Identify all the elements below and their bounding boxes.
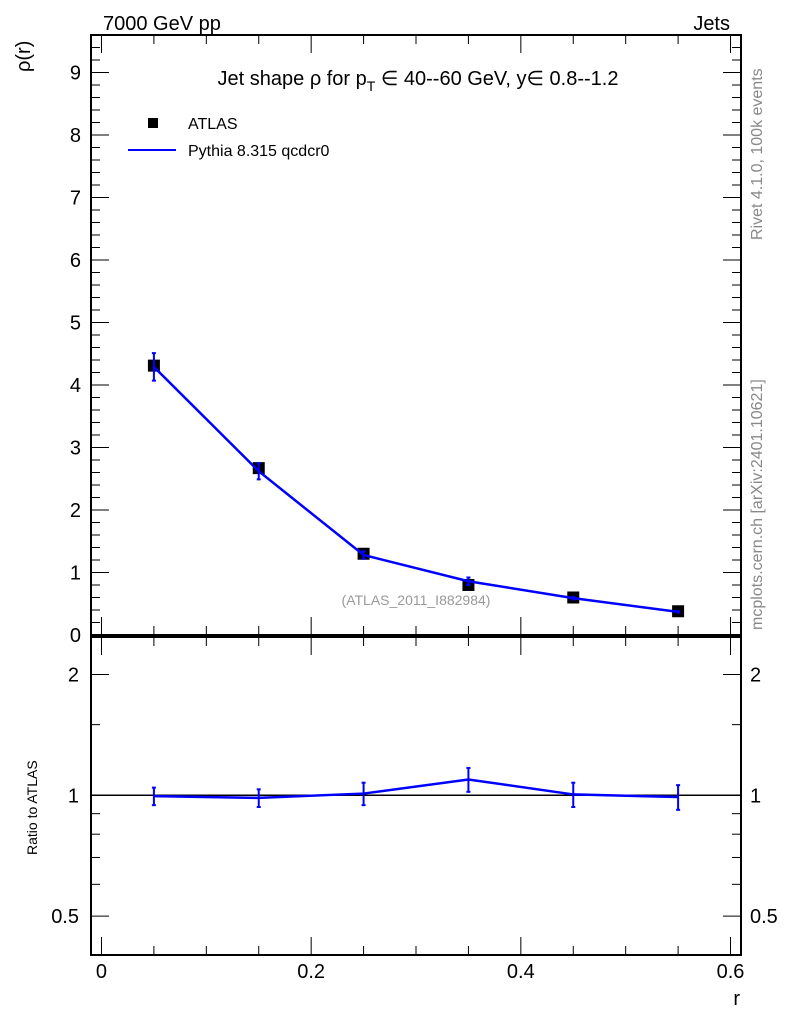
legend-mc-label: Pythia 8.315 qcdcr0 xyxy=(188,143,330,160)
y-tick-label: 1 xyxy=(70,563,81,585)
header-right: Jets xyxy=(693,13,730,35)
ratio-y-tick-label-right: 0.5 xyxy=(750,906,778,928)
ratio-y-tick-label: 1 xyxy=(68,785,79,807)
ratio-y-tick-label: 2 xyxy=(68,664,79,686)
y-tick-label: 6 xyxy=(70,250,81,272)
legend: ATLAS Pythia 8.315 qcdcr0 xyxy=(128,116,330,160)
rivet-label: Rivet 4.1.0, 100k events xyxy=(749,68,766,240)
y-tick-label: 5 xyxy=(70,313,81,335)
legend-atlas-marker xyxy=(148,118,158,128)
y-tick-label: 3 xyxy=(70,438,81,460)
ratio-y-tick-label: 0.5 xyxy=(51,906,79,928)
x-axis-label: r xyxy=(733,988,740,1010)
x-tick-label: 0.2 xyxy=(297,961,325,983)
header-left: 7000 GeV pp xyxy=(103,13,221,35)
legend-atlas-label: ATLAS xyxy=(188,116,238,133)
ratio-y-tick-label-right: 1 xyxy=(750,785,761,807)
ratio-y-tick-label-right: 2 xyxy=(750,664,761,686)
y-tick-label: 0 xyxy=(70,625,81,647)
y-axis-label: ρ(r) xyxy=(13,41,35,72)
y-tick-label: 7 xyxy=(70,188,81,210)
y-tick-label: 8 xyxy=(70,125,81,147)
mcplots-label: mcplots.cern.ch [arXiv:2401.10621] xyxy=(749,379,766,630)
x-tick-label: 0.6 xyxy=(717,961,745,983)
y-tick-label: 9 xyxy=(70,63,81,85)
analysis-watermark: (ATLAS_2011_I882984) xyxy=(342,592,491,608)
chart-title: Jet shape ρ for pT ∈ 40--60 GeV, y∈ 0.8-… xyxy=(218,68,619,94)
mc-line xyxy=(153,365,679,614)
y-tick-label: 4 xyxy=(70,375,81,397)
x-tick-label: 0.4 xyxy=(507,961,535,983)
y-tick-label: 2 xyxy=(70,500,81,522)
ratio-mc-line xyxy=(153,778,679,800)
ratio-y-axis-label: Ratio to ATLAS xyxy=(24,760,40,855)
x-tick-label: 0 xyxy=(96,961,107,983)
